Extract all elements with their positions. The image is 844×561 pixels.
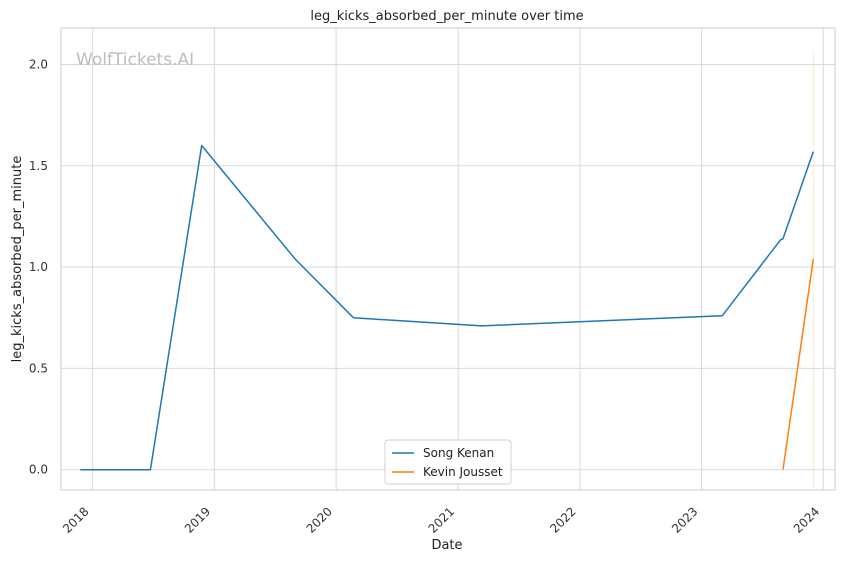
series-line-kevin-jousset: [782, 258, 815, 470]
y-tick-label: 0.5: [29, 361, 48, 375]
x-axis-label: Date: [431, 538, 462, 553]
x-tick-label: 2024: [791, 504, 822, 535]
series-lines: [80, 144, 815, 471]
legend-label-song-kenan: Song Kenan: [423, 446, 494, 460]
x-tick-label: 2022: [547, 504, 578, 535]
y-tick-label: 0.0: [29, 463, 48, 477]
x-tick-label: 2018: [60, 504, 91, 535]
legend-label-kevin-jousset: Kevin Jousset: [423, 465, 503, 479]
series-line-song-kenan: [80, 144, 815, 471]
chart-title: leg_kicks_absorbed_per_minute over time: [310, 9, 583, 24]
x-tick-label: 2023: [669, 504, 700, 535]
y-axis-label: leg_kicks_absorbed_per_minute: [10, 156, 25, 363]
y-tick-label: 2.0: [29, 57, 48, 71]
plot-area-frame: [60, 27, 836, 491]
x-tick-label: 2021: [426, 504, 457, 535]
x-tick-label: 2020: [304, 504, 335, 535]
x-tick-label: 2019: [182, 504, 213, 535]
grid: [61, 28, 835, 490]
watermark: WolfTickets.AI: [76, 50, 194, 70]
legend-box: [384, 439, 512, 485]
y-tick-label: 1.5: [29, 159, 48, 173]
y-axis-ticks: 0.0 0.5 1.0 1.5 2.0: [29, 57, 48, 476]
x-axis-ticks: 2018 2019 2020 2021 2022 2023 2024: [60, 504, 822, 535]
y-tick-label: 1.0: [29, 260, 48, 274]
legend: Song Kenan Kevin Jousset: [384, 439, 512, 485]
